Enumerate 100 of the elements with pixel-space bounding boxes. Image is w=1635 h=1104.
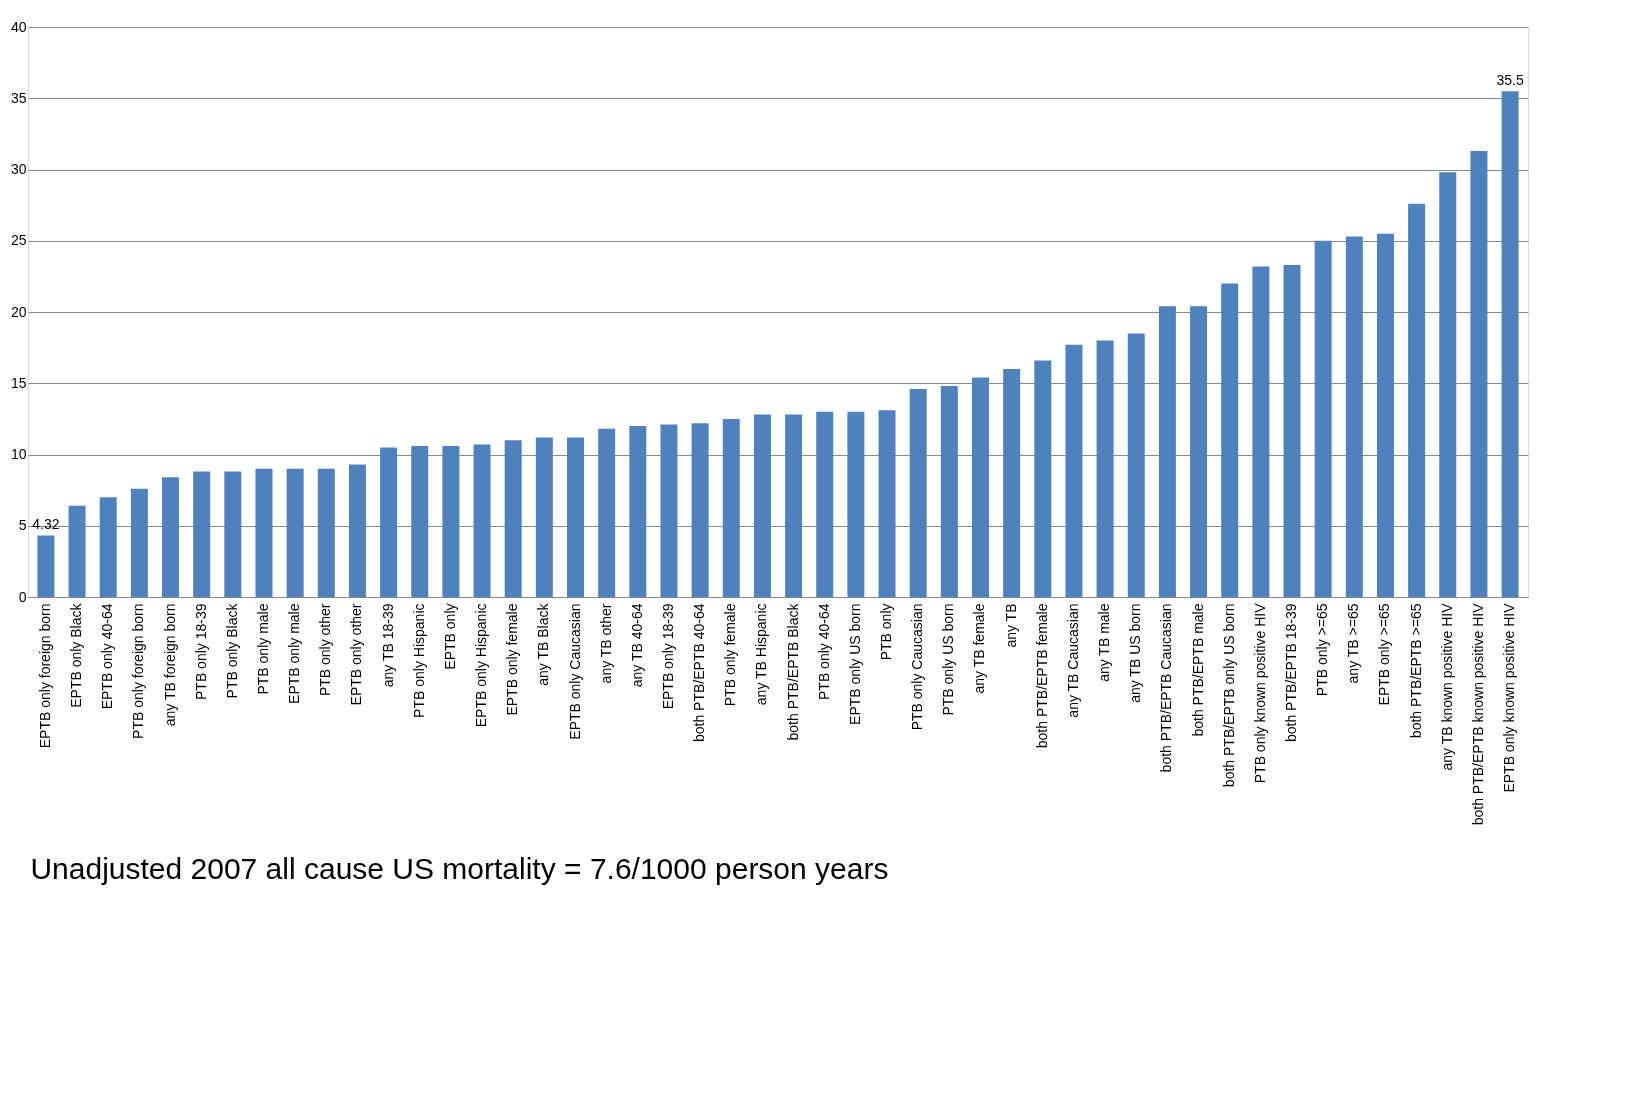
x-tick-label: EPTB only US born	[846, 603, 863, 725]
bar	[99, 497, 117, 597]
x-tick-label: EPTB only >=65	[1376, 603, 1393, 706]
y-tick-label: 0	[18, 588, 27, 605]
x-tick-label: EPTB only male	[286, 603, 303, 704]
x-tick-label: both PTB/EPTB only US born	[1220, 603, 1237, 788]
bar	[162, 477, 180, 597]
x-tick-label: EPTB only 40-64	[99, 603, 116, 710]
x-tick-label: both PTB/EPTB Black	[784, 602, 801, 741]
bar	[722, 418, 740, 597]
bar	[598, 428, 616, 597]
bar	[255, 468, 273, 597]
bar	[411, 445, 429, 597]
bar	[567, 437, 585, 597]
x-tick-label: PTB only foreign born	[130, 603, 147, 739]
x-tick-label: PTB only female	[722, 603, 739, 707]
x-tick-label: any TB female	[971, 603, 988, 694]
x-tick-label: PTB only Caucasian	[909, 603, 926, 731]
bar	[1376, 233, 1394, 597]
x-tick-label: any TB known positive HIV	[1438, 602, 1455, 771]
y-tick-label: 25	[10, 232, 27, 249]
x-tick-label: PTB only Black	[223, 602, 240, 699]
x-tick-label: any TB Hispanic	[753, 603, 770, 706]
bar	[940, 386, 958, 597]
bar	[1003, 369, 1021, 597]
bar	[1221, 283, 1239, 597]
x-tick-label: EPTB only 18-39	[659, 603, 676, 710]
x-tick-label: EPTB only female	[504, 603, 521, 716]
bar	[130, 488, 148, 597]
y-tick-label: 35	[10, 89, 27, 106]
bar	[1345, 236, 1363, 597]
x-tick-label: any TB >=65	[1345, 603, 1362, 684]
x-tick-label: both PTB/EPTB >=65	[1407, 603, 1424, 739]
x-tick-label: PTB only known positive HIV	[1251, 602, 1268, 784]
bar	[68, 505, 86, 597]
data-label: 4.32	[32, 516, 60, 533]
x-tick-label: EPTB only known positive HIV	[1501, 602, 1518, 793]
x-tick-label: PTB only male	[254, 603, 271, 695]
bar	[348, 464, 366, 597]
x-tick-label: PTB only 18-39	[192, 603, 209, 700]
x-tick-label: both PTB/EPTB 18-39	[1283, 603, 1300, 743]
x-tick-label: both PTB/EPTB known positive HIV	[1469, 602, 1486, 826]
bar	[1501, 91, 1519, 597]
bar	[37, 535, 55, 597]
x-tick-label: both PTB/EPTB 40-64	[691, 603, 708, 743]
y-tick-label: 20	[10, 303, 27, 320]
bar	[193, 471, 211, 597]
x-tick-label: any TB male	[1096, 603, 1113, 682]
x-tick-label: any TB Black	[535, 602, 552, 686]
x-tick-label: PTB only >=65	[1314, 603, 1331, 697]
bar	[1408, 203, 1426, 597]
bar	[1190, 306, 1208, 597]
bar	[504, 440, 522, 597]
bar	[1283, 264, 1301, 597]
y-tick-label: 15	[10, 374, 27, 391]
x-tick-label: EPTB only foreign born	[36, 603, 53, 749]
x-tick-label: EPTB only other	[348, 603, 365, 706]
bar	[909, 388, 927, 597]
x-tick-label: any TB other	[597, 603, 614, 684]
x-tick-label: PTB only US born	[940, 603, 957, 716]
x-tick-label: any TB foreign born	[161, 603, 178, 727]
bar	[535, 437, 553, 597]
x-tick-label: EPTB only Hispanic	[473, 603, 490, 728]
bar	[380, 447, 398, 597]
bar	[660, 424, 678, 597]
x-tick-label: any TB US born	[1127, 603, 1144, 703]
bar	[1127, 333, 1145, 597]
y-tick-label: 10	[10, 446, 27, 462]
x-tick-label: EPTB only Black	[68, 602, 85, 708]
bar	[473, 444, 491, 597]
bar	[286, 468, 304, 597]
bar	[224, 471, 242, 597]
y-tick-label: 40	[10, 18, 27, 35]
bar	[971, 377, 989, 597]
bar	[1158, 306, 1176, 597]
x-tick-label: PTB only other	[317, 603, 334, 697]
bar	[1470, 150, 1488, 597]
x-tick-label: EPTB only	[441, 603, 458, 670]
bar	[1096, 340, 1114, 597]
bar	[1439, 172, 1457, 597]
bar	[442, 445, 460, 597]
y-tick-label: 5	[18, 517, 27, 534]
bar	[1252, 266, 1270, 597]
x-tick-label: any TB 18-39	[379, 603, 396, 688]
bar	[816, 411, 834, 597]
x-tick-label: both PTB/EPTB female	[1033, 603, 1050, 749]
x-tick-label: any TB 40-64	[628, 603, 645, 688]
x-tick-label: both PTB/EPTB Caucasian	[1158, 603, 1175, 773]
bar	[1034, 360, 1052, 597]
x-tick-label: any TB	[1002, 603, 1019, 648]
bar	[1314, 240, 1332, 597]
x-tick-label: any TB Caucasian	[1064, 603, 1081, 718]
y-tick-label: 30	[10, 161, 27, 177]
x-tick-label: PTB only Hispanic	[410, 603, 427, 718]
bar	[317, 468, 335, 597]
bar	[785, 414, 803, 597]
x-tick-label: PTB only	[878, 603, 895, 661]
x-tick-label: EPTB only Caucasian	[566, 603, 583, 740]
x-tick-label: PTB only 40-64	[815, 603, 832, 700]
bar	[1065, 344, 1083, 597]
